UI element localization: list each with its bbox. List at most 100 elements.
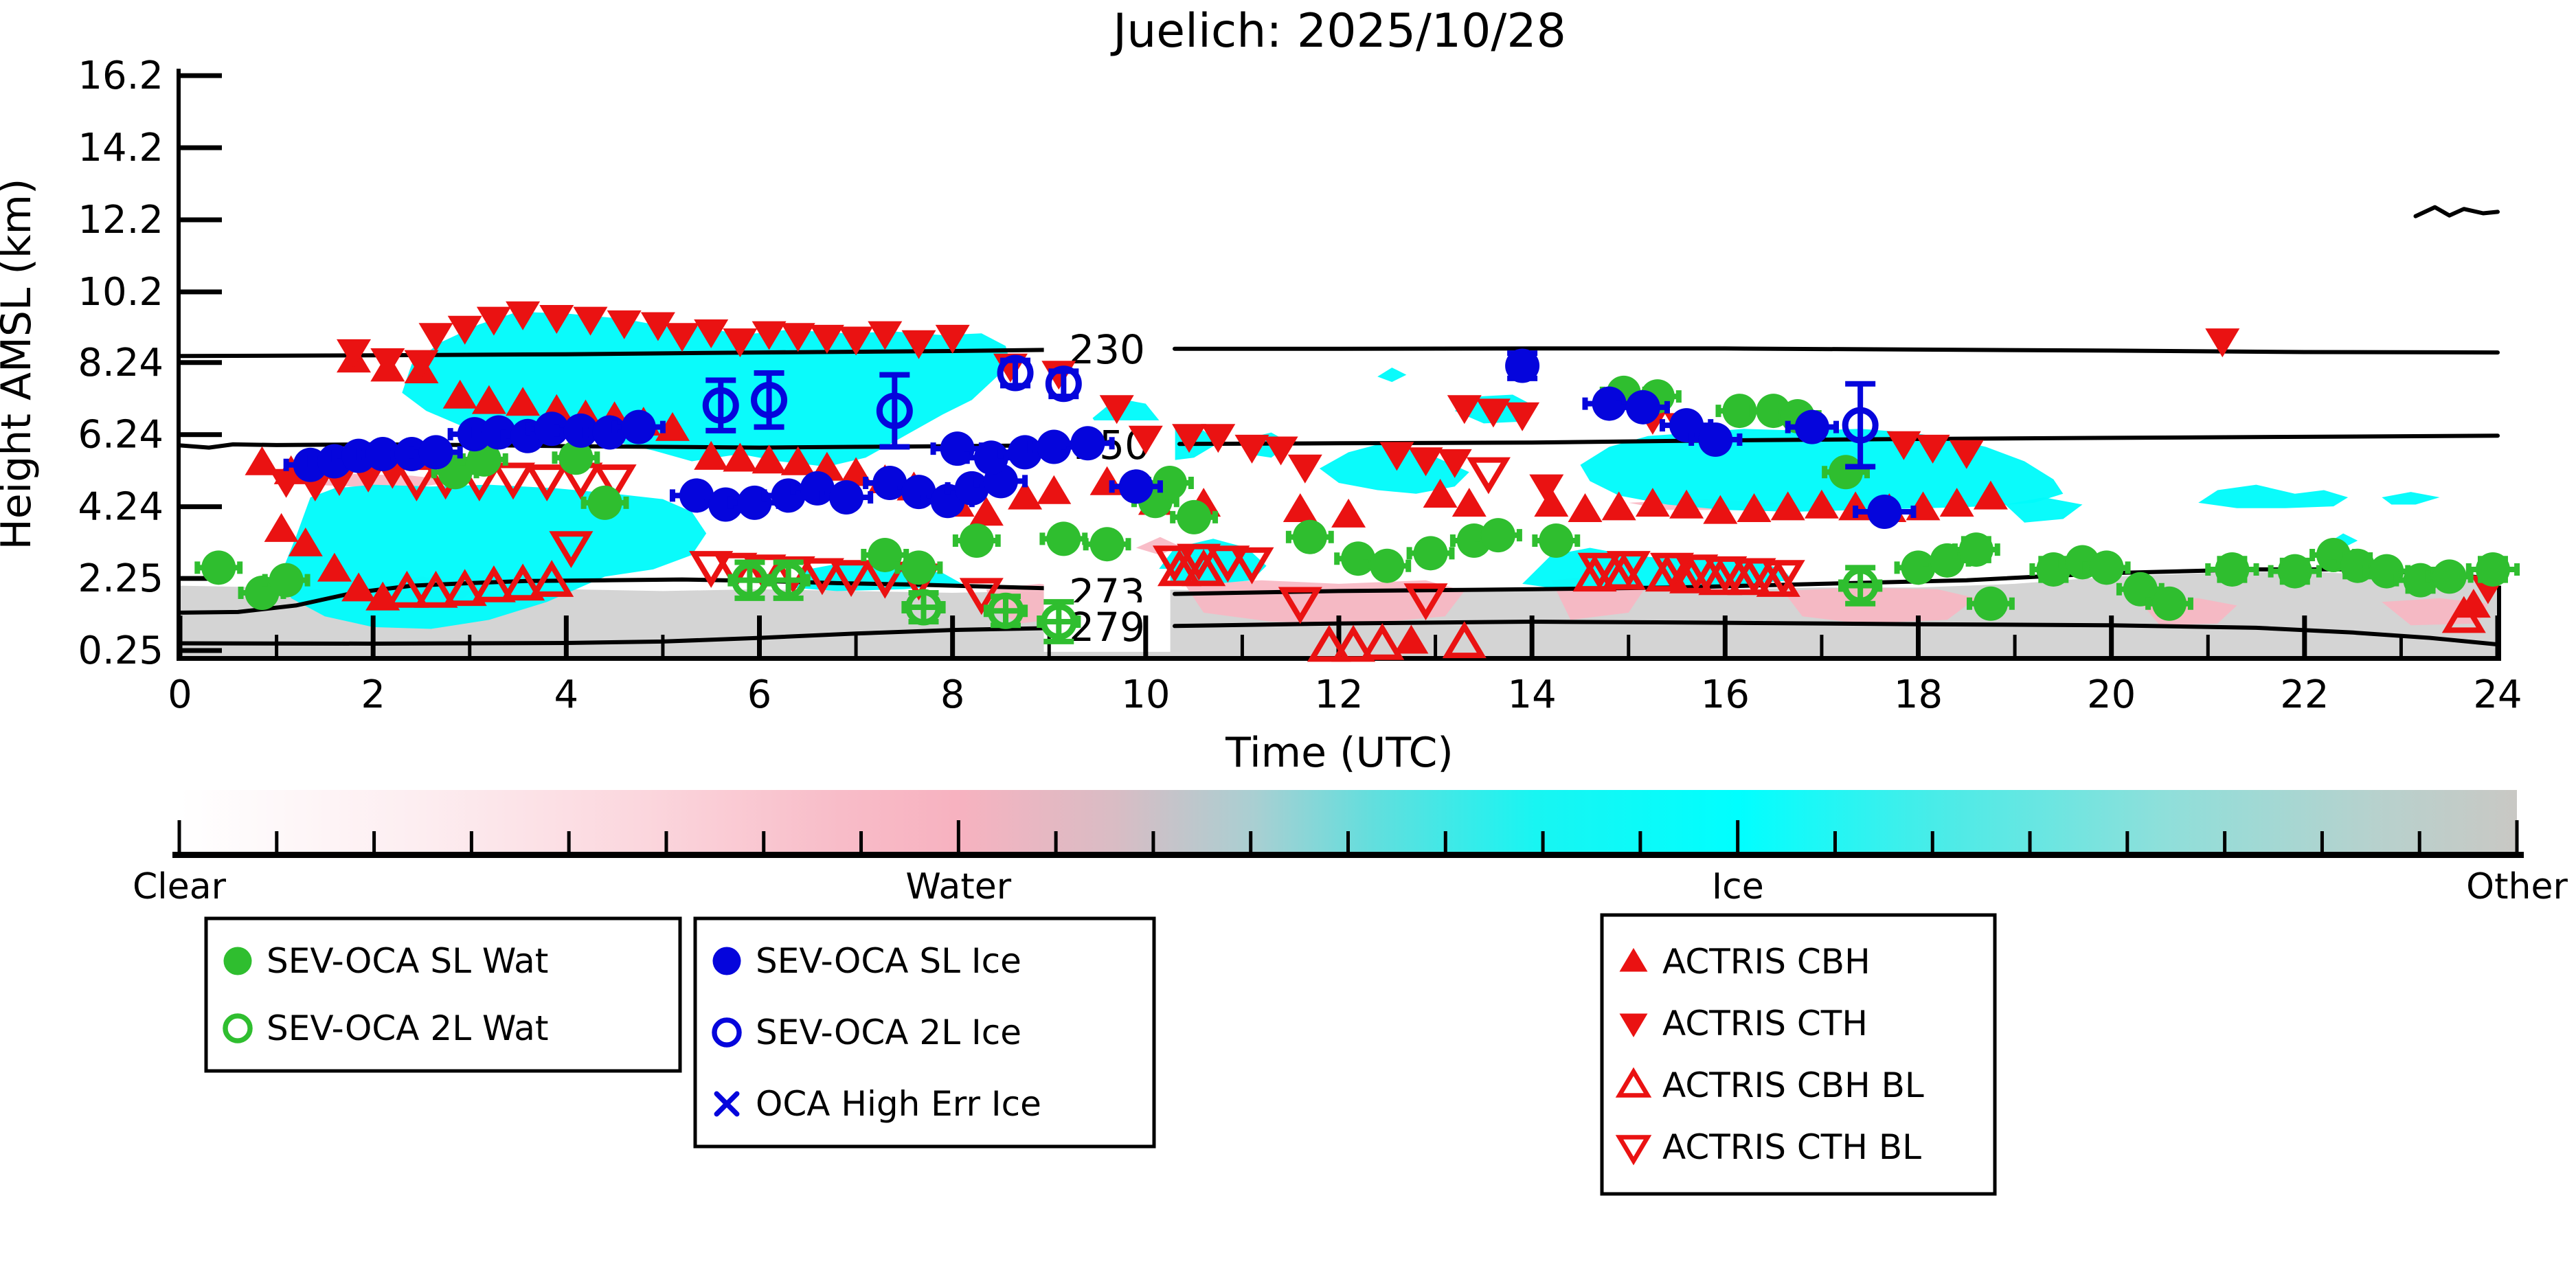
marker-circle (1341, 541, 1376, 576)
legend-boxes: SEV-OCA SL Wat SEV-OCA 2L Wat SEV-OCA SL I… (204, 913, 1997, 1196)
colorbar-tick (859, 831, 863, 852)
marker-circle (1505, 348, 1540, 383)
marker-triangle-up (264, 512, 299, 542)
marker-triangle-up (1804, 489, 1839, 519)
marker-triangle-down (573, 306, 608, 336)
marker-triangle-up (245, 446, 280, 475)
marker-circle (872, 466, 907, 501)
colorbar-tick (1346, 831, 1350, 852)
marker-circle (1413, 536, 1448, 571)
x-tick-major (177, 615, 183, 658)
y-tick (181, 360, 222, 365)
marker-triangle-up (471, 565, 516, 602)
marker-circle (712, 1017, 742, 1048)
marker-triangle-down (447, 315, 482, 345)
marker-triangle-down (800, 558, 844, 596)
y-tick-label: 12.2 (78, 198, 163, 242)
x-tick-major (563, 615, 569, 658)
marker-triangle-up (1451, 488, 1487, 517)
x-tick-minor (1627, 635, 1631, 658)
marker-triangle-down (713, 552, 758, 590)
marker-triangle-down (1619, 1013, 1648, 1037)
marker-triangle-down (1278, 587, 1322, 624)
marker-circle (2215, 552, 2250, 587)
contour-line (2413, 205, 2500, 218)
legend-box-frame (693, 916, 1156, 1149)
contour-line (1173, 620, 2500, 647)
marker-circle (2277, 554, 2312, 589)
legend-item-actris-cth-bl: ACTRIS CTH BL (1615, 1127, 1921, 1167)
x-tick-major (2302, 615, 2307, 658)
marker-circle (959, 523, 994, 558)
marker-circle (1480, 518, 1515, 553)
marker-triangle-down (1177, 543, 1221, 581)
legend-item-label: SEV-OCA 2L Ice (756, 1013, 1021, 1052)
marker-triangle-down (1128, 425, 1163, 455)
marker-circle (2152, 586, 2187, 621)
contour-line (178, 626, 1047, 646)
colorbar-label: Clear (133, 866, 227, 907)
marker-circle (1089, 527, 1125, 562)
marker-circle (1842, 567, 1879, 605)
region-ice (2005, 497, 2083, 523)
marker-triangle-up (1331, 498, 1366, 528)
marker-triangle-down (1230, 547, 1274, 585)
marker-circle (2089, 550, 2124, 585)
marker-triangle-up (2456, 589, 2491, 618)
y-tick (181, 576, 222, 581)
legend-box-frame (1600, 913, 1997, 1196)
marker-triangle-up (1283, 493, 1318, 522)
marker-circle (2036, 552, 2071, 587)
marker-triangle-down (780, 323, 815, 352)
marker-triangle-down (1761, 560, 1805, 598)
marker-triangle-up (1737, 493, 1772, 522)
marker-triangle-down (1152, 545, 1197, 583)
y-tick-label: 16.2 (78, 54, 163, 98)
contour-label: 230 (1069, 326, 1145, 373)
marker-triangle-up (694, 440, 729, 470)
marker-triangle-down (1505, 402, 1540, 431)
marker-circle (1794, 409, 1829, 444)
y-tick (181, 289, 222, 295)
marker-triangle-up (471, 385, 506, 414)
marker-triangle-up (1534, 488, 1569, 517)
marker-circle (771, 478, 806, 513)
x-tick-label: 18 (1894, 673, 1943, 717)
x-tick-label: 16 (1701, 673, 1750, 717)
legend-item-label: SEV-OCA SL Wat (267, 941, 548, 981)
legend-item-label: ACTRIS CBH BL (1662, 1065, 1924, 1105)
legend-item-label: ACTRIS CBH (1662, 942, 1871, 982)
marker-circle (954, 471, 989, 506)
legend-item-sev-oca-2l-ice: SEV-OCA 2L Ice (712, 1013, 1021, 1052)
colorbar-tick (1930, 831, 1934, 852)
marker-triangle-down (1615, 1135, 1652, 1166)
x-tick-major (2495, 615, 2500, 658)
marker-triangle-up (1703, 495, 1738, 524)
marker-triangle-up (1615, 1067, 1652, 1098)
marker-triangle-down (1466, 457, 1511, 495)
marker-circle (712, 947, 741, 975)
colorbar-tick (762, 831, 766, 852)
marker-triangle-up (1601, 491, 1636, 521)
region-water (1783, 587, 1976, 624)
colorbar-tick (1151, 831, 1155, 852)
marker-triangle-down (490, 462, 536, 500)
marker-triangle-up (1669, 489, 1704, 519)
marker-circle (679, 478, 714, 513)
x-tick-major (757, 615, 762, 658)
marker-circle (702, 387, 739, 424)
marker-circle (1829, 455, 1864, 490)
colorbar-label: Water (905, 866, 1011, 907)
marker-triangle-down (1886, 431, 1921, 460)
marker-triangle-up (442, 379, 477, 409)
marker-triangle-up (1089, 466, 1125, 495)
marker-triangle-down (829, 560, 874, 598)
y-tick-label: 2.25 (78, 556, 163, 601)
marker-circle (621, 409, 656, 444)
marker-triangle-up (1394, 624, 1429, 654)
y-tick-label: 4.24 (78, 485, 163, 530)
marker-triangle-down (525, 464, 569, 501)
colorbar-axis-line (172, 852, 2524, 858)
legend-item-actris-cth: ACTRIS CTH (1619, 1004, 1868, 1043)
